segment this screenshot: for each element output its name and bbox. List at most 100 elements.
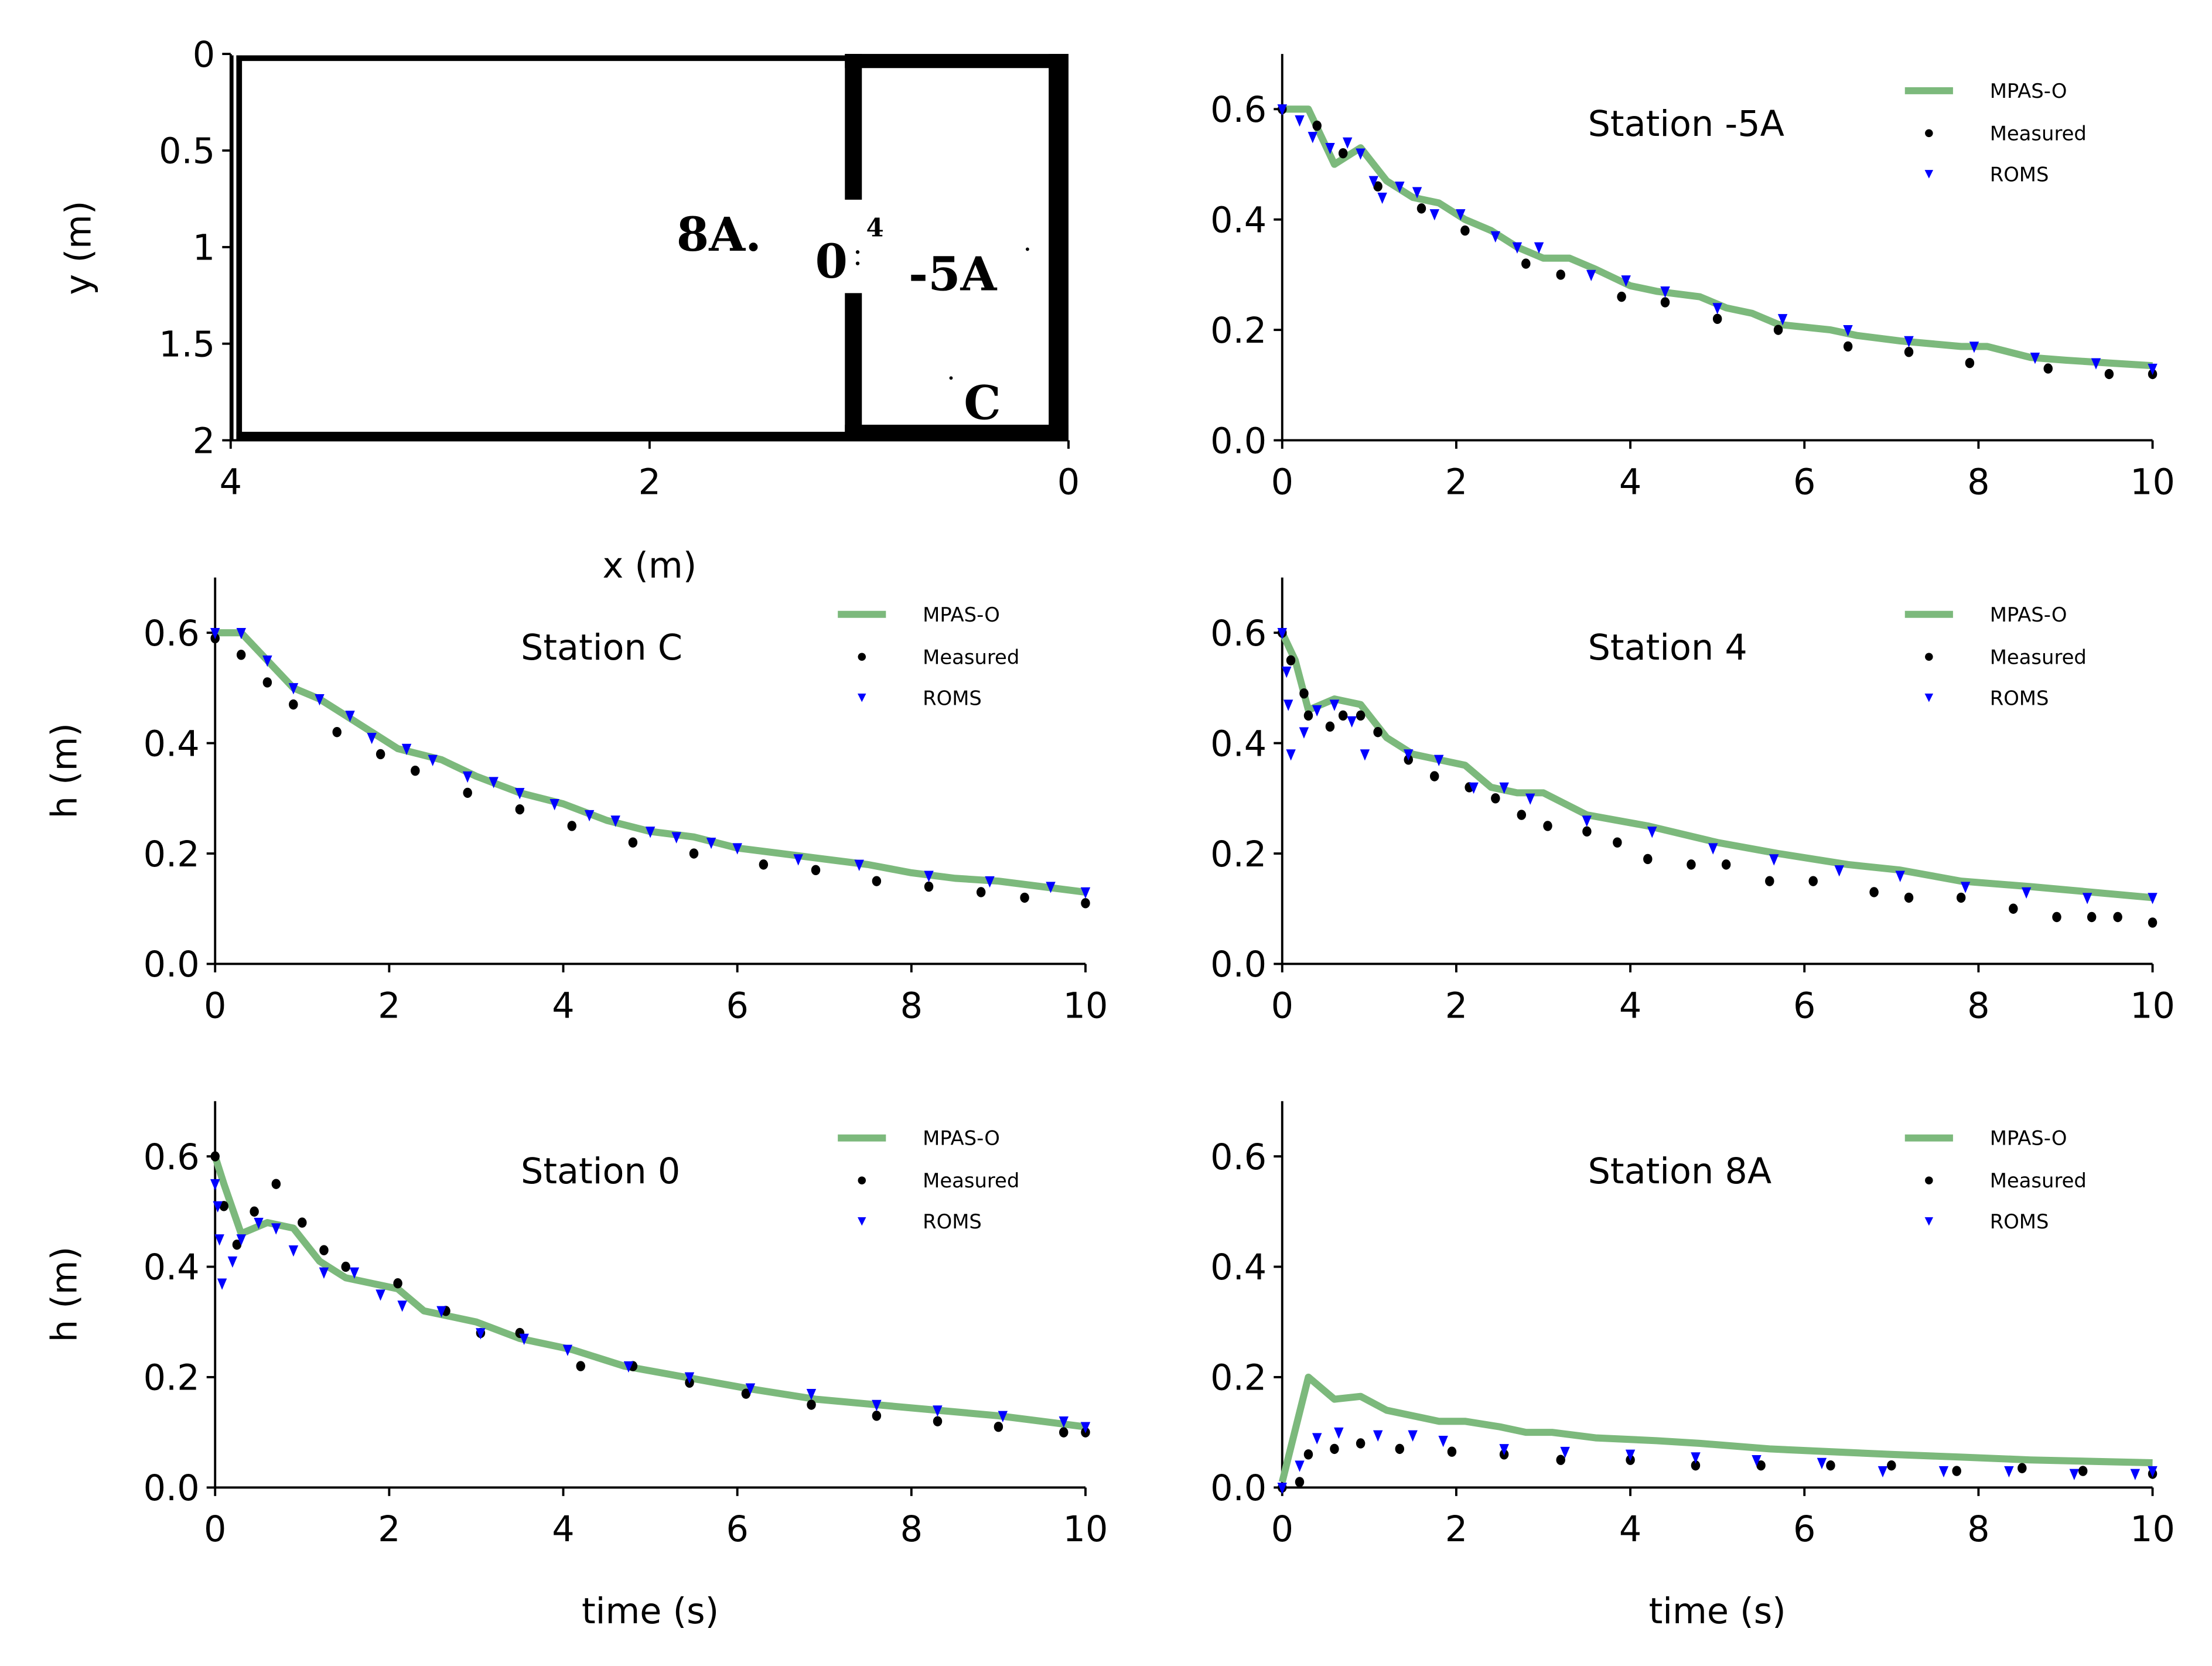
measured-point	[1826, 1460, 1835, 1471]
roms-point	[2004, 1466, 2014, 1478]
roms-point	[401, 743, 412, 756]
measured-point	[2148, 917, 2158, 928]
station-panel-5A: 0.0 0.2 0.4 0.6 0 2 4 6 8 10 Station -5A MPAS-O Meas…	[1210, 54, 2175, 503]
roms-point	[1080, 1422, 1091, 1433]
legend: MPAS-O Measured ROMS	[1904, 1127, 2087, 1233]
legend: MPAS-O Measured ROMS	[838, 1127, 1019, 1233]
measured-point	[411, 766, 420, 776]
measured-point	[1373, 727, 1383, 738]
measured-point	[1952, 1466, 1961, 1476]
roms-point	[1286, 749, 1296, 761]
y-tick-label: 0.0	[1210, 1468, 1267, 1509]
roms-point	[1895, 870, 1905, 882]
x-tick-label: 6	[1793, 462, 1815, 503]
roms-point	[1438, 1436, 1448, 1447]
roms-point	[367, 732, 377, 745]
y-tick-label: 0.0	[144, 944, 200, 985]
x-tick-label: 10	[2130, 1509, 2175, 1550]
roms-point	[1490, 231, 1500, 243]
roms-point	[1295, 115, 1305, 127]
x-tick-label: 4	[1619, 985, 1641, 1026]
x-tick-label: 10	[1063, 985, 1108, 1026]
legend-measured-marker	[858, 653, 866, 661]
roms-point	[2091, 358, 2101, 370]
measured-point	[994, 1422, 1003, 1432]
measured-point	[341, 1261, 350, 1272]
measured-point	[924, 881, 934, 892]
measured-point	[1756, 1460, 1766, 1471]
y-tick-label: 0.0	[1210, 944, 1267, 985]
measured-point	[1020, 892, 1029, 903]
measured-point	[1965, 357, 1975, 368]
roms-point	[428, 755, 438, 766]
measured-point	[1338, 148, 1348, 159]
measured-point	[2018, 1463, 2027, 1473]
roms-point	[1691, 1452, 1701, 1464]
roms-point	[1769, 854, 1779, 866]
roms-point	[1277, 104, 1287, 116]
measured-point	[1904, 347, 1914, 357]
x-tick-label: 0	[1271, 985, 1293, 1026]
roms-point	[1283, 699, 1293, 711]
x-tick-label: 6	[1793, 985, 1815, 1026]
roms-point	[2069, 1469, 2080, 1480]
station-label-C: C	[964, 375, 1001, 430]
mpas-o-line	[215, 629, 1086, 896]
legend-measured-label: Measured	[1990, 1169, 2087, 1192]
roms-point	[214, 1234, 224, 1246]
measured-point	[1956, 892, 1966, 903]
roms-point	[254, 1217, 264, 1230]
diagram-x-tick-label: 4	[220, 462, 242, 503]
diagram-y-tick-label: 1.5	[159, 324, 215, 365]
measured-point	[1773, 325, 1783, 335]
roms-point	[1360, 749, 1370, 761]
measured-point	[1338, 710, 1348, 721]
roms-point	[217, 1278, 227, 1290]
roms-point	[1708, 843, 1718, 855]
measured-point	[1543, 821, 1552, 831]
measured-point	[567, 821, 576, 831]
measured-point	[319, 1245, 329, 1255]
y-tick-label: 0.0	[1210, 421, 1267, 462]
roms-point	[924, 870, 934, 882]
roms-point	[1499, 1444, 1509, 1456]
x-tick-label: 10	[2130, 462, 2175, 503]
legend-measured-marker	[1925, 129, 1933, 138]
roms-point	[998, 1411, 1008, 1422]
roms-point	[1412, 187, 1422, 199]
x-tick-label: 6	[1793, 1509, 1815, 1550]
measured-point	[1556, 269, 1565, 280]
measured-point	[1643, 854, 1653, 865]
roms-point	[1878, 1466, 1888, 1478]
measured-point	[1303, 710, 1313, 721]
roms-point	[1456, 209, 1466, 221]
measured-point	[759, 859, 769, 870]
legend-roms-marker	[1924, 170, 1934, 179]
measured-point	[1721, 859, 1731, 870]
roms-point	[349, 1267, 360, 1279]
mpas-o-line	[1279, 631, 2153, 902]
roms-point	[1308, 132, 1317, 144]
measured-point	[1059, 1427, 1069, 1438]
measured-point	[1416, 203, 1426, 214]
roms-point	[1647, 827, 1657, 838]
roms-point	[1368, 176, 1378, 187]
measured-point	[1325, 721, 1335, 732]
y-tick-label: 0.4	[1210, 723, 1267, 764]
legend-mpas-o-label: MPAS-O	[923, 603, 1000, 626]
x-tick-label: 2	[1445, 985, 1467, 1026]
measured-point	[1887, 1460, 1896, 1471]
roms-point	[345, 711, 355, 722]
diagram-y-tick-label: 0.5	[159, 131, 215, 172]
roms-point	[2148, 893, 2158, 904]
roms-point	[376, 1289, 385, 1301]
legend-measured-marker	[1925, 1176, 1933, 1184]
roms-point	[1433, 755, 1444, 766]
y-tick-label: 0.2	[1210, 1358, 1267, 1399]
legend-roms-label: ROMS	[1990, 687, 2049, 709]
roms-point	[1377, 192, 1387, 204]
diagram-x-tick-label: 0	[1057, 462, 1080, 503]
roms-point	[562, 1344, 573, 1356]
legend-roms-label: ROMS	[1990, 1210, 2049, 1233]
